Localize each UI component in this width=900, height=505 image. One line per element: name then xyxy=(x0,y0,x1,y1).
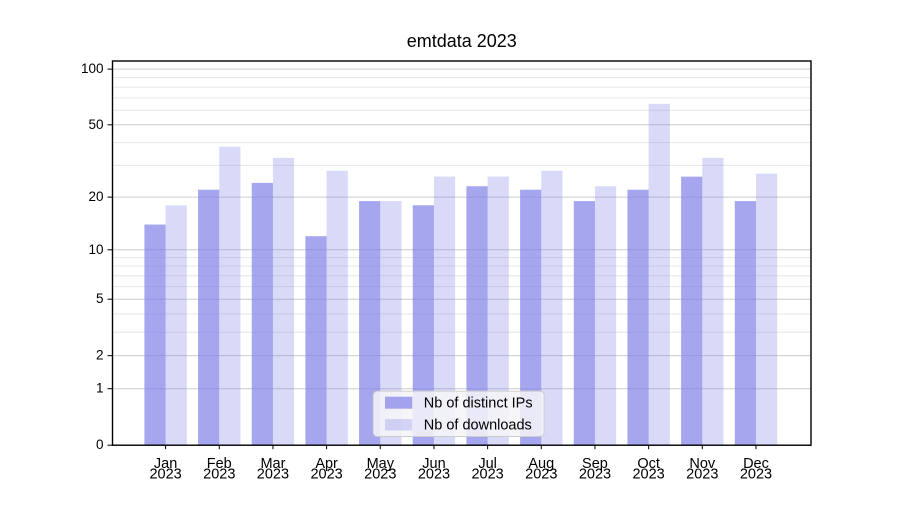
svg-text:5: 5 xyxy=(96,291,104,306)
svg-text:20: 20 xyxy=(88,189,103,204)
svg-text:0: 0 xyxy=(96,437,104,452)
svg-text:2023: 2023 xyxy=(632,467,664,483)
svg-text:2023: 2023 xyxy=(471,467,503,483)
svg-text:2023: 2023 xyxy=(740,467,772,483)
svg-text:1: 1 xyxy=(96,381,104,396)
svg-text:2023: 2023 xyxy=(418,467,450,483)
svg-text:100: 100 xyxy=(81,61,104,76)
svg-text:2023: 2023 xyxy=(364,467,396,483)
svg-text:2023: 2023 xyxy=(579,467,611,483)
svg-text:2023: 2023 xyxy=(525,467,557,483)
svg-text:50: 50 xyxy=(88,117,103,132)
svg-text:Nb of downloads: Nb of downloads xyxy=(424,418,532,434)
svg-text:2023: 2023 xyxy=(686,467,718,483)
svg-text:2023: 2023 xyxy=(310,467,342,483)
svg-text:10: 10 xyxy=(88,242,103,257)
svg-text:2: 2 xyxy=(96,348,104,363)
svg-text:emtdata 2023: emtdata 2023 xyxy=(407,31,517,51)
svg-text:2023: 2023 xyxy=(203,467,235,483)
svg-text:Nb of distinct IPs: Nb of distinct IPs xyxy=(424,395,533,411)
svg-text:2023: 2023 xyxy=(149,467,181,483)
svg-text:2023: 2023 xyxy=(257,467,289,483)
